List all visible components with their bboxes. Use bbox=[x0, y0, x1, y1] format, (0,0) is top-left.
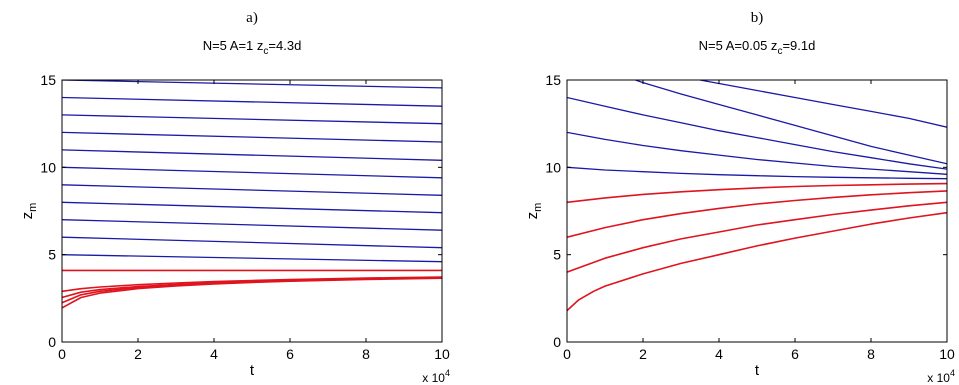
x-tick-label: 4 bbox=[715, 346, 723, 362]
series-line-blue-1 bbox=[635, 80, 947, 165]
x-multiplier-label: x 104 bbox=[422, 368, 450, 385]
series-line-red-8 bbox=[567, 211, 947, 312]
x-tick-label: 8 bbox=[867, 346, 875, 362]
x-tick-label: 10 bbox=[434, 346, 450, 362]
x-tick-label: 8 bbox=[362, 346, 370, 362]
series-line-red-15 bbox=[62, 277, 442, 309]
y-tick-label: 0 bbox=[553, 334, 561, 350]
x-multiplier-label: x 104 bbox=[927, 368, 955, 385]
series-line-blue-7 bbox=[62, 201, 442, 214]
x-axis-label: t bbox=[250, 362, 255, 379]
series-group bbox=[62, 80, 442, 309]
series-line-blue-1 bbox=[62, 96, 442, 107]
series-line-blue-5 bbox=[62, 166, 442, 179]
series-line-blue-3 bbox=[62, 131, 442, 143]
series-line-blue-10 bbox=[62, 254, 442, 263]
y-tick-label: 15 bbox=[40, 72, 56, 88]
panel-label: a) bbox=[246, 10, 258, 26]
y-tick-label: 10 bbox=[40, 159, 56, 175]
x-tick-label: 10 bbox=[939, 346, 955, 362]
series-line-blue-2 bbox=[62, 114, 442, 125]
y-axis-label: zm bbox=[524, 203, 544, 220]
chart-panel-b: b) N=5 A=0.05 zc=9.1d 0 2 4 6 8 10 0 5 10 15 t zm x 10… bbox=[524, 10, 955, 385]
x-tick-label: 6 bbox=[286, 346, 294, 362]
series-group bbox=[567, 80, 947, 312]
chart-panel-a: a) N=5 A=1 zc=4.3d 0 2 4 6 8 10 0 5 10 15 t zm x 104 bbox=[19, 10, 450, 385]
x-tick-label: 2 bbox=[639, 346, 647, 362]
series-line-red-5 bbox=[567, 182, 947, 204]
series-line-blue-6 bbox=[62, 184, 442, 196]
series-line-blue-4 bbox=[62, 149, 442, 161]
y-axis-label: zm bbox=[19, 203, 39, 220]
y-tick-label: 0 bbox=[48, 334, 56, 350]
series-line-blue-2 bbox=[567, 96, 947, 170]
panel-label: b) bbox=[751, 10, 764, 26]
plot-frame bbox=[61, 79, 443, 343]
x-tick-label: 0 bbox=[563, 346, 571, 362]
series-line-blue-0 bbox=[699, 80, 947, 128]
series-line-blue-0 bbox=[62, 80, 442, 89]
y-tick-label: 15 bbox=[545, 72, 561, 88]
series-line-blue-4 bbox=[567, 166, 947, 180]
chart-title: N=5 A=1 zc=4.3d bbox=[203, 38, 302, 57]
y-tick-label: 5 bbox=[48, 247, 56, 263]
chart-title: N=5 A=0.05 zc=9.1d bbox=[699, 38, 816, 57]
series-line-blue-3 bbox=[567, 131, 947, 175]
x-tick-label: 4 bbox=[210, 346, 218, 362]
x-tick-label: 6 bbox=[791, 346, 799, 362]
series-line-blue-8 bbox=[62, 219, 442, 231]
plot-frame bbox=[566, 79, 948, 343]
series-line-red-7 bbox=[567, 201, 947, 273]
x-tick-label: 2 bbox=[134, 346, 142, 362]
series-line-blue-9 bbox=[62, 236, 442, 249]
series-line-red-6 bbox=[567, 190, 947, 238]
x-axis-label: t bbox=[755, 362, 760, 379]
x-tick-label: 0 bbox=[58, 346, 66, 362]
y-tick-label: 10 bbox=[545, 159, 561, 175]
y-tick-label: 5 bbox=[553, 247, 561, 263]
